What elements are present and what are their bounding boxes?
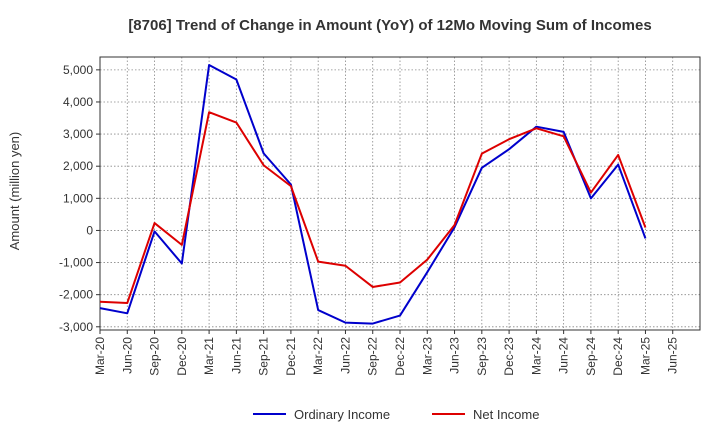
x-tick-label: Sep-23 <box>475 337 489 376</box>
y-axis-label: Amount (million yen) <box>7 132 22 251</box>
x-tick-label: Jun-21 <box>229 337 243 374</box>
y-tick-label: 3,000 <box>63 127 93 141</box>
y-tick-label: -2,000 <box>59 288 93 302</box>
x-tick-label: Mar-20 <box>93 337 107 375</box>
x-tick-label: Jun-24 <box>557 337 571 374</box>
x-tick-label: Mar-25 <box>638 337 652 375</box>
x-tick-label: Mar-22 <box>311 337 325 375</box>
y-tick-label: 2,000 <box>63 159 93 173</box>
y-tick-label: -3,000 <box>59 320 93 334</box>
x-tick-label: Jun-22 <box>338 337 352 374</box>
y-tick-label: 1,000 <box>63 191 93 205</box>
y-tick-label: 4,000 <box>63 95 93 109</box>
x-tick-label: Jun-23 <box>448 337 462 374</box>
chart-title: [8706] Trend of Change in Amount (YoY) o… <box>128 17 651 34</box>
legend-ordinary-income-label: Ordinary Income <box>294 407 390 422</box>
x-tick-label: Dec-22 <box>393 337 407 376</box>
x-tick-label: Dec-21 <box>284 337 298 376</box>
y-tick-label: -1,000 <box>59 256 93 270</box>
series-line-net-income <box>99 111 647 305</box>
x-tick-label: Mar-23 <box>420 337 434 375</box>
y-tick-label: 0 <box>86 223 93 237</box>
x-tick-label: Dec-20 <box>175 337 189 376</box>
y-tick-label: 5,000 <box>63 63 93 77</box>
legend: Ordinary Income Net Income <box>253 407 539 422</box>
x-tick-label: Sep-21 <box>257 337 271 376</box>
x-tick-label: Mar-24 <box>529 337 543 375</box>
x-tick-label: Jun-20 <box>120 337 134 374</box>
x-tick-label: Sep-20 <box>148 337 162 376</box>
legend-net-income-label: Net Income <box>473 407 539 422</box>
x-tick-label: Mar-21 <box>202 337 216 375</box>
x-tick-label: Dec-23 <box>502 337 516 376</box>
x-tick-label: Dec-24 <box>611 337 625 376</box>
x-tick-label: Sep-24 <box>584 337 598 376</box>
plot-area: -3,000 -2,000 -1,000 0 1,000 2,000 3,000 4,000 5… <box>59 56 701 376</box>
x-tick-label: Sep-22 <box>366 337 380 376</box>
x-tick-label: Jun-25 <box>666 337 680 374</box>
